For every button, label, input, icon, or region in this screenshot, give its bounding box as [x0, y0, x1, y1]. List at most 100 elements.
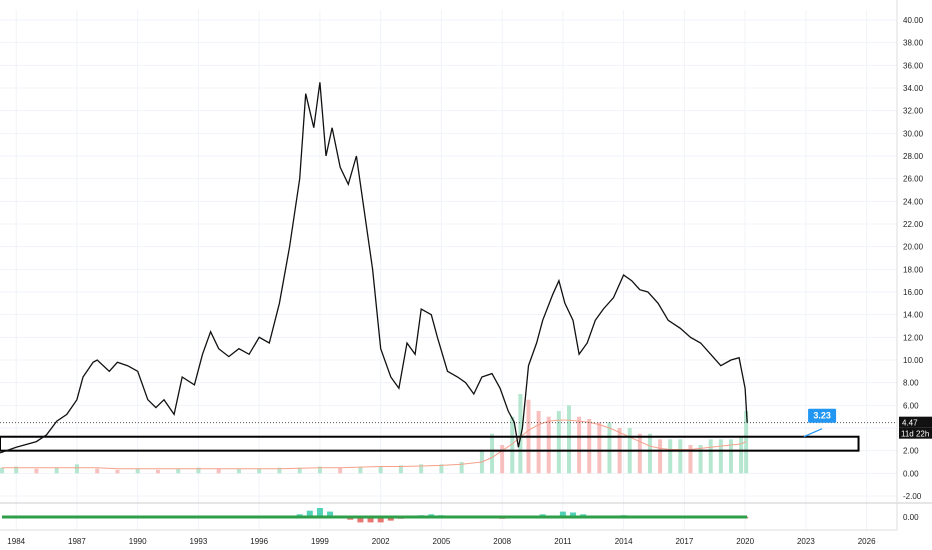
price-tick-label: 36.00 [903, 61, 924, 70]
oscillator-bar [559, 511, 566, 517]
volume-bar [518, 394, 523, 474]
price-tick-label: 18.00 [903, 265, 924, 274]
callout-label: 3.23 [813, 411, 831, 421]
oscillator-bar [367, 517, 374, 523]
volume-bar [490, 433, 495, 474]
price-tick-label: 26.00 [903, 175, 924, 184]
price-axis[interactable]: 40.00 38.00 36.00 34.00 32.00 30.00 28.00 26.00… [896, 0, 924, 530]
volume-bar [439, 464, 444, 474]
volume-bar [74, 464, 79, 474]
volume-bar [637, 433, 642, 474]
volume-bar [216, 468, 221, 474]
price-tick-label: 8.00 [903, 379, 919, 388]
volume-bar [155, 469, 160, 474]
volume-bar [698, 445, 703, 474]
time-tick-label: 1996 [250, 537, 268, 546]
price-tick-label: 30.00 [903, 129, 924, 138]
volume-bar [297, 467, 302, 474]
volume-bar [739, 437, 744, 474]
price-tick-label: 24.00 [903, 197, 924, 206]
callout-box[interactable] [808, 408, 837, 423]
bar-countdown-bg [899, 427, 932, 439]
time-tick-label: 2023 [797, 537, 815, 546]
price-tick-label: 40.00 [903, 16, 924, 25]
volume-bars [0, 394, 749, 474]
volume-bar [556, 411, 561, 474]
price-tick-label: 22.00 [903, 220, 924, 229]
volume-bar [54, 467, 59, 474]
support-zone-rect [0, 435, 860, 452]
volume-bar [459, 462, 464, 474]
oscillator-bar [570, 512, 577, 517]
price-tick-label: 38.00 [903, 39, 924, 48]
volume-bar [398, 465, 403, 474]
price-tick-label: 6.00 [903, 401, 919, 410]
volume-bar [115, 469, 120, 474]
volume-bar [277, 467, 282, 474]
volume-bar [566, 405, 571, 474]
volume-bar [338, 467, 343, 474]
volume-bar [176, 468, 181, 474]
volume-bar [607, 422, 612, 474]
price-tick-label: 34.00 [903, 84, 924, 93]
oscillator-axis-label: 0.00 [903, 513, 919, 522]
volume-bar [14, 466, 19, 474]
oscillator-bar [327, 511, 334, 517]
bar-countdown: 11d 22h [901, 430, 929, 439]
time-tick-label: 2020 [736, 537, 754, 546]
price-tick-label: 20.00 [903, 243, 924, 252]
time-tick-label: 1999 [311, 537, 329, 546]
volume-bar [668, 439, 673, 474]
last-price-tag-bg [899, 416, 932, 428]
volume-bar [358, 466, 363, 474]
time-axis[interactable]: 1984 1987 1990 1993 1996 1999 2002 2005 2008 2011… [0, 529, 897, 546]
volume-bar [317, 466, 322, 474]
volume-bar [708, 439, 713, 474]
price-tick-label: -2.00 [903, 492, 922, 501]
oscillator-bar [377, 517, 384, 523]
time-tick-label: 2017 [675, 537, 693, 546]
volume-bar [34, 468, 39, 474]
price-tick-label: 10.00 [903, 356, 924, 365]
volume-bar [597, 422, 602, 474]
volume-bar [0, 467, 5, 474]
volume-bar [728, 439, 733, 474]
time-tick-label: 2002 [372, 537, 390, 546]
time-tick-label: 1987 [68, 537, 86, 546]
time-tick-label: 1990 [129, 537, 147, 546]
time-tick-label: 2008 [493, 537, 511, 546]
price-tick-label: 14.00 [903, 311, 924, 320]
price-tick-label: 16.00 [903, 288, 924, 297]
volume-bar [678, 439, 683, 474]
price-series-line [0, 82, 748, 454]
volume-bar [647, 433, 652, 474]
time-tick-label: 2014 [615, 537, 633, 546]
volume-bar [196, 467, 201, 474]
volume-bar [419, 464, 424, 474]
volume-bar [510, 416, 515, 474]
volume-bar [95, 468, 100, 474]
callout-pointer-line [803, 428, 823, 438]
oscillator-bar [306, 510, 313, 517]
volume-bar [658, 439, 663, 474]
volume-bar [236, 468, 241, 474]
price-tick-label: 28.00 [903, 152, 924, 161]
price-callout[interactable]: 3.23 [803, 408, 837, 438]
price-tick-label: 2.00 [903, 447, 919, 456]
oscillator-bar [387, 517, 394, 521]
price-tick-label: 32.00 [903, 107, 924, 116]
volume-bar [546, 416, 551, 474]
price-tick-label: 12.00 [903, 333, 924, 342]
price-tick-label: 0.00 [903, 469, 919, 478]
volume-moving-average-line [2, 419, 747, 470]
time-tick-label: 2026 [858, 537, 876, 546]
volume-bar [688, 445, 693, 474]
support-zone[interactable] [0, 435, 860, 452]
time-tick-label: 2011 [554, 537, 572, 546]
oscillator-bar [316, 508, 323, 517]
oscillator-pane [2, 508, 749, 523]
time-tick-label: 1984 [7, 537, 25, 546]
volume-bar [536, 411, 541, 474]
volume-bar [378, 466, 383, 474]
